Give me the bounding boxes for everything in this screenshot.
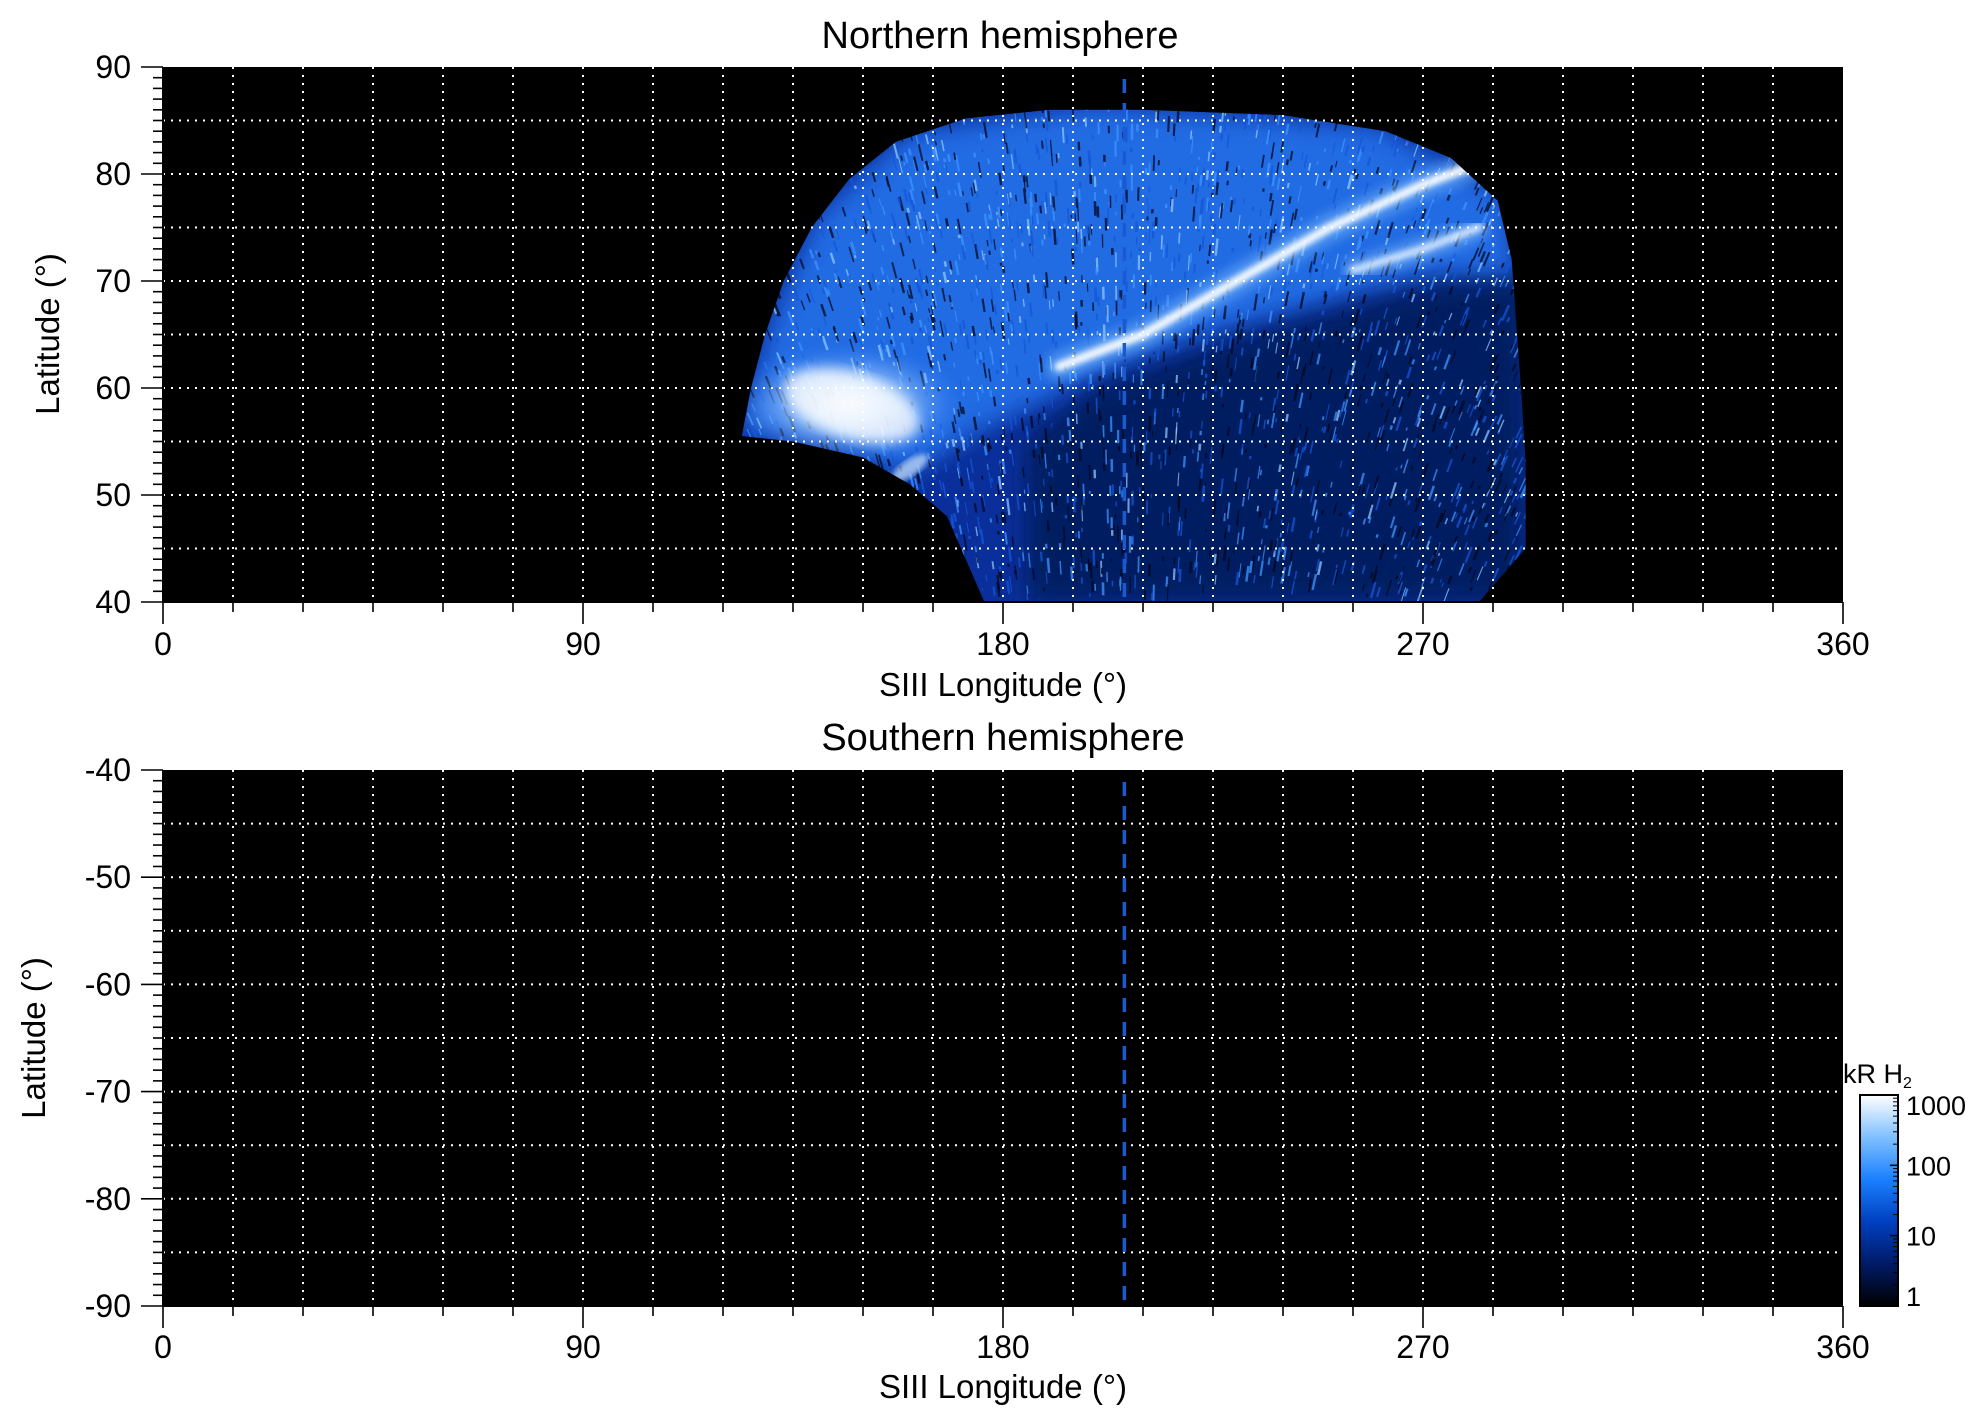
south-xtick-label: 360 xyxy=(1816,1329,1869,1365)
south-xtick-label: 180 xyxy=(976,1329,1029,1365)
north-xtick-label: 360 xyxy=(1816,626,1869,662)
south-xlabel: SIII Longitude (°) xyxy=(879,1368,1127,1405)
north-ytick-label: 60 xyxy=(95,370,131,406)
south-title: Southern hemisphere xyxy=(821,717,1184,759)
north-xlabel: SIII Longitude (°) xyxy=(879,666,1127,703)
colorbar-tick-label: 10 xyxy=(1906,1222,1936,1252)
north-ytick-label: 40 xyxy=(95,584,131,620)
north-ylabel: Latitude (°) xyxy=(29,253,66,415)
colorbar-gradient xyxy=(1859,1094,1899,1307)
north-xtick-label: 90 xyxy=(565,626,601,662)
south-ytick-label: -70 xyxy=(85,1074,131,1110)
north-xtick-label: 180 xyxy=(976,626,1029,662)
main-oval-arc xyxy=(1054,158,1484,372)
colorbar-label-main: kR H xyxy=(1843,1059,1903,1089)
south-xtick-label: 0 xyxy=(154,1329,172,1365)
colorbar-label-subscript: 2 xyxy=(1903,1075,1912,1092)
south-ytick-label: -40 xyxy=(85,752,131,788)
north-title: Northern hemisphere xyxy=(822,15,1179,57)
north-xtick-label: 270 xyxy=(1396,626,1449,662)
south-xtick-label: 90 xyxy=(565,1329,601,1365)
south-ylabel: Latitude (°) xyxy=(15,957,52,1119)
secondary-oval-arc xyxy=(1349,224,1483,274)
south-xtick-label: 270 xyxy=(1396,1329,1449,1365)
colorbar-label: kR H2 xyxy=(1843,1059,1912,1092)
south-ytick-label: -90 xyxy=(85,1288,131,1324)
north-ytick-label: 50 xyxy=(95,477,131,513)
north-ytick-label: 90 xyxy=(95,49,131,85)
colorbar-tick-label: 1 xyxy=(1906,1282,1921,1312)
north-panel: Northern hemisphere 0 90 180 270 360 40 50 60 70… xyxy=(29,15,1870,703)
north-xtick-label: 0 xyxy=(154,626,172,662)
north-axes: 0 90 180 270 360 40 50 60 70 80 90 xyxy=(95,49,1869,662)
south-grid xyxy=(163,770,1843,1306)
colorbar: kR H2 1 10 100 1000 xyxy=(1843,1059,1966,1312)
colorbar-ticks: 1 10 100 1000 xyxy=(1890,1091,1966,1312)
south-ytick-label: -80 xyxy=(85,1181,131,1217)
north-grid xyxy=(163,67,1843,602)
colorbar-tick-label: 1000 xyxy=(1906,1091,1966,1121)
south-panel: Southern hemisphere 0 90 180 270 360 -40 -50 -6… xyxy=(15,717,1870,1405)
south-ytick-label: -50 xyxy=(85,859,131,895)
south-ytick-label: -60 xyxy=(85,966,131,1002)
north-ytick-label: 80 xyxy=(95,156,131,192)
south-axes: 0 90 180 270 360 -40 -50 -60 -70 -80 -90 xyxy=(85,752,1870,1365)
colorbar-tick-label: 100 xyxy=(1906,1151,1951,1181)
north-ytick-label: 70 xyxy=(95,263,131,299)
